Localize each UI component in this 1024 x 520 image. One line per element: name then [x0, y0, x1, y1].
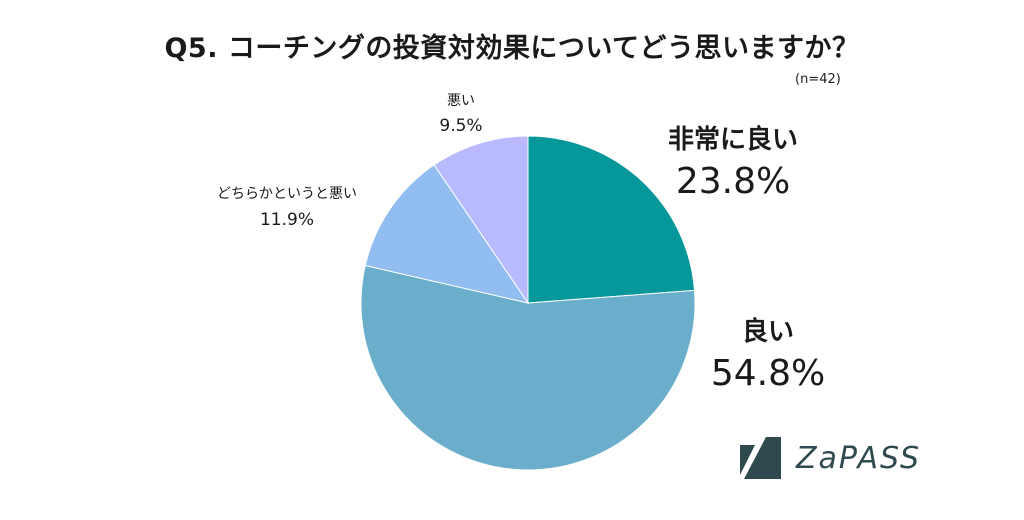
pie-slice [364, 164, 530, 304]
slice-percent-label: 54.8% [711, 353, 825, 394]
zapass-logo-icon [740, 437, 781, 479]
pie-slice [527, 135, 696, 304]
slice-category-label: 良い [742, 316, 794, 347]
zapass-logo: ZaPASS [740, 437, 921, 479]
slice-category-label: 悪い [447, 93, 475, 109]
slice-percent-label: 11.9% [260, 210, 314, 230]
pie-slice [360, 264, 696, 471]
slice-percent-label: 23.8% [676, 161, 790, 202]
slice-percent-label: 9.5% [439, 116, 482, 136]
slice-category-label: どちらかというと悪い [217, 186, 357, 202]
sample-size-note: (n=42) [795, 72, 841, 87]
slice-category-label: 非常に良い [668, 124, 798, 155]
pie-slice [433, 135, 529, 305]
logo-text: ZaPASS [796, 440, 922, 476]
chart-title: Q5. コーチングの投資対効果についてどう思いますか？ [164, 33, 860, 64]
